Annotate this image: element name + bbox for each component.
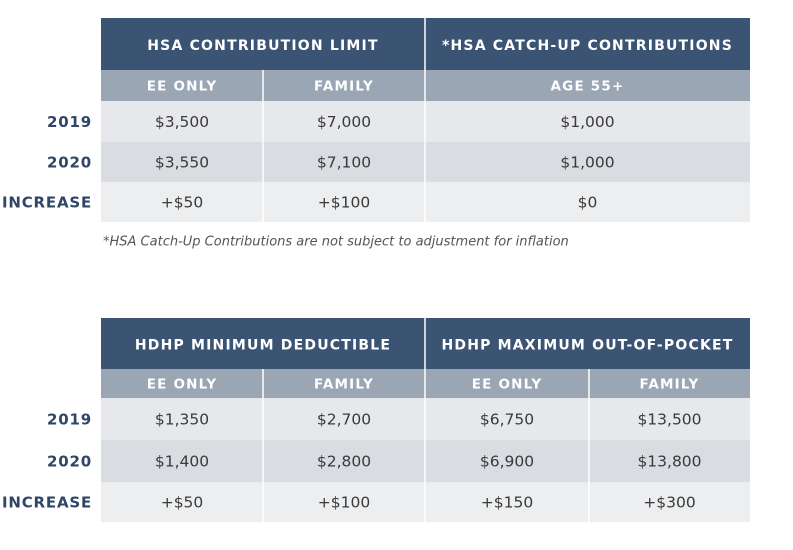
cell: $3,500 — [155, 113, 209, 131]
cell: $2,700 — [317, 411, 371, 429]
group-header: HDHP MAXIMUM OUT-OF-POCKET — [441, 338, 733, 354]
cell: +$100 — [318, 194, 370, 212]
cell: +$100 — [318, 494, 370, 512]
subheader: EE ONLY — [147, 377, 218, 393]
row-label: 2019 — [47, 411, 92, 429]
cell: $13,800 — [637, 453, 701, 471]
cell: +$300 — [643, 494, 695, 512]
row-label: 2019 — [47, 113, 92, 131]
subheader: AGE 55+ — [551, 79, 625, 95]
cell: $1,400 — [155, 453, 209, 471]
group-header: HDHP MINIMUM DEDUCTIBLE — [135, 338, 391, 354]
cell: $7,100 — [317, 154, 371, 172]
cell: $13,500 — [637, 411, 701, 429]
group-header: HSA CONTRIBUTION LIMIT — [147, 38, 378, 54]
row-label: 2020 — [47, 453, 92, 471]
subheader: EE ONLY — [147, 79, 218, 95]
row-label: 2020 — [47, 154, 92, 172]
subheader: FAMILY — [639, 377, 699, 393]
subheader: FAMILY — [314, 377, 374, 393]
footnote: *HSA Catch-Up Contributions are not subj… — [103, 235, 569, 250]
subheader: EE ONLY — [472, 377, 543, 393]
cell: $7,000 — [317, 113, 371, 131]
cell: $2,800 — [317, 453, 371, 471]
cell: $6,900 — [480, 453, 534, 471]
row-label: INCREASE — [2, 194, 92, 212]
cell: $1,000 — [560, 113, 614, 131]
subheader: FAMILY — [314, 79, 374, 95]
cell: $6,750 — [480, 411, 534, 429]
cell: $1,000 — [560, 154, 614, 172]
cell: +$50 — [161, 194, 204, 212]
cell: $1,350 — [155, 411, 209, 429]
cell: +$150 — [481, 494, 533, 512]
cell: $3,550 — [155, 154, 209, 172]
group-header: *HSA CATCH-UP CONTRIBUTIONS — [442, 38, 733, 54]
cell: $0 — [578, 194, 598, 212]
cell: +$50 — [161, 494, 204, 512]
row-label: INCREASE — [2, 494, 92, 512]
